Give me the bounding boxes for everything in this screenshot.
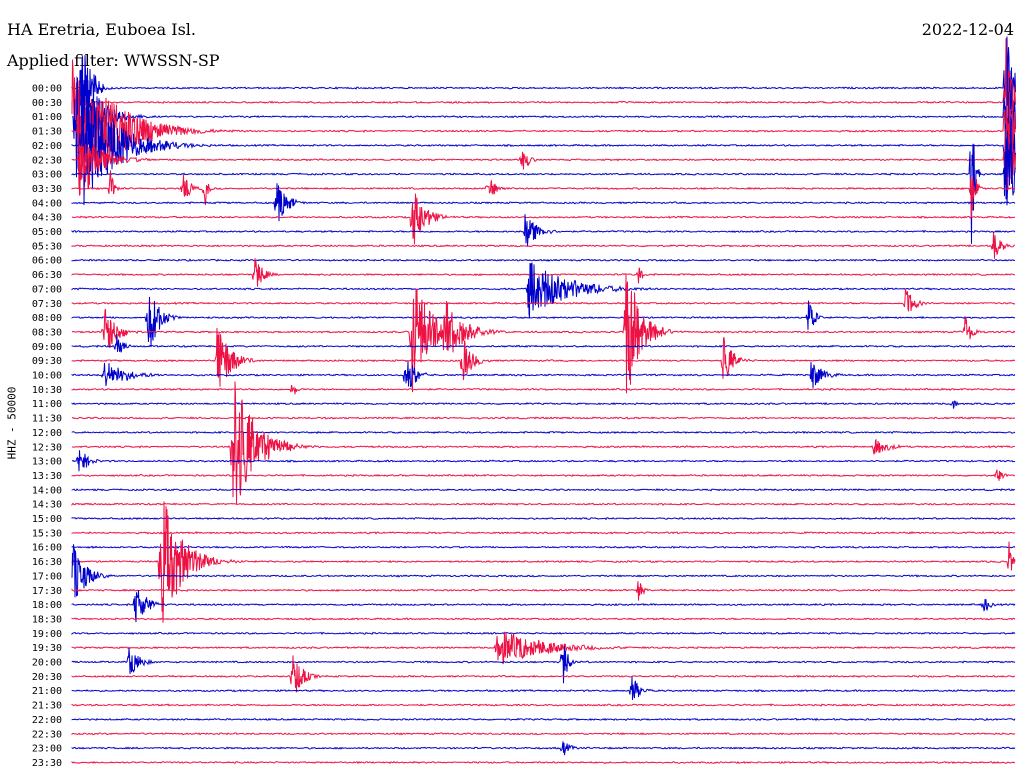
- row-time-label: 02:00: [32, 141, 62, 152]
- row-time-label: 13:30: [32, 471, 62, 482]
- row-time-label: 12:30: [32, 442, 62, 453]
- row-time-label: 23:30: [32, 758, 62, 769]
- seismic-trace-row: [71, 117, 1016, 191]
- seismic-trace-row: [72, 70, 1016, 185]
- seismic-trace-row: [71, 717, 1016, 722]
- seismic-trace-row: [71, 655, 1015, 693]
- seismic-trace-row: [71, 450, 1016, 472]
- row-time-label: 16:30: [32, 557, 62, 568]
- row-time-label: 00:30: [32, 98, 62, 109]
- seismic-trace-row: [71, 288, 1016, 312]
- row-time-label: 07:30: [32, 299, 62, 310]
- seismic-trace-row: [71, 416, 1016, 420]
- row-time-label: 18:00: [32, 600, 62, 611]
- seismic-trace-row: [71, 760, 1015, 765]
- row-time-label: 01:30: [32, 127, 62, 138]
- seismic-trace-row: [71, 183, 1016, 222]
- seismic-trace-row: [71, 262, 1016, 319]
- row-time-label: 15:30: [32, 528, 62, 539]
- row-time-label: 00:00: [32, 84, 62, 95]
- seismic-trace-row: [71, 334, 1016, 353]
- row-time-label: 14:30: [32, 500, 62, 511]
- row-time-label: 01:00: [32, 112, 62, 123]
- row-time-label: 06:30: [32, 270, 62, 281]
- seismic-trace-row: [71, 631, 1016, 665]
- row-time-label: 15:00: [32, 514, 62, 525]
- seismic-trace-row: [71, 545, 1016, 549]
- seismic-trace-row: [71, 732, 1016, 736]
- row-time-label: 12:00: [32, 428, 62, 439]
- seismic-trace-row: [71, 130, 1016, 244]
- date-label: 2022-12-04: [921, 20, 1014, 39]
- seismic-trace-row: [71, 531, 1016, 535]
- row-time-label: 11:30: [32, 414, 62, 425]
- seismic-trace-row: [71, 400, 1016, 409]
- seismic-trace-row: [71, 36, 1016, 141]
- row-time-label: 05:30: [32, 241, 62, 252]
- row-time-label: 17:00: [32, 571, 62, 582]
- seismic-trace-row: [71, 617, 1016, 621]
- seismic-trace-row: [71, 80, 1016, 196]
- row-time-label: 10:00: [32, 371, 62, 382]
- seismic-trace-row: [71, 430, 1016, 435]
- seismic-trace-row: [71, 590, 1016, 623]
- seismic-trace-row: [71, 703, 1016, 707]
- row-time-label: 16:00: [32, 543, 62, 554]
- seismic-trace-row: [71, 516, 1016, 521]
- row-time-label: 11:00: [32, 399, 62, 410]
- seismic-trace-row: [71, 214, 1016, 247]
- row-time-label: 04:00: [32, 198, 62, 209]
- row-time-label: 13:00: [32, 457, 62, 468]
- row-time-label: 17:30: [32, 586, 62, 597]
- row-time-label: 10:30: [32, 385, 62, 396]
- row-time-label: 09:30: [32, 356, 62, 367]
- row-time-label: 22:30: [32, 729, 62, 740]
- row-time-label: 08:30: [32, 327, 62, 338]
- seismic-trace-row: [71, 741, 1016, 756]
- row-time-label: 14:00: [32, 485, 62, 496]
- seismic-trace-row: [71, 385, 1016, 395]
- seismic-trace-row: [71, 381, 1016, 504]
- row-time-label: 21:30: [32, 701, 62, 712]
- seismic-trace-row: [71, 488, 1016, 492]
- seismic-trace-row: [71, 645, 1016, 684]
- row-time-label: 18:30: [32, 614, 62, 625]
- seismic-trace-row: [71, 258, 1016, 262]
- seismic-trace-row: [71, 296, 1016, 348]
- row-time-label: 02:30: [32, 155, 62, 166]
- row-time-label: 09:00: [32, 342, 62, 353]
- seismic-trace-row: [71, 86, 1016, 206]
- row-time-label: 23:00: [32, 744, 62, 755]
- seismic-trace-row: [71, 258, 1016, 287]
- row-time-label: 20:30: [32, 672, 62, 683]
- row-time-label: 08:00: [32, 313, 62, 324]
- seismic-trace-row: [71, 327, 1016, 387]
- seismic-trace-row: [71, 581, 1016, 601]
- row-time-label: 19:30: [32, 643, 62, 654]
- seismic-trace-row: [71, 676, 1016, 701]
- seismic-trace-row: [71, 193, 1016, 245]
- station-title: HA Eretria, Euboea Isl.: [7, 20, 196, 39]
- row-time-label: 03:30: [32, 184, 62, 195]
- row-time-label: 22:00: [32, 715, 62, 726]
- seismic-trace-row: [71, 170, 1016, 218]
- seismic-trace-row: [71, 502, 1016, 506]
- row-time-label: 07:00: [32, 284, 62, 295]
- seismic-trace-row: [71, 544, 1016, 598]
- row-time-label: 04:30: [32, 213, 62, 224]
- row-time-label: 06:00: [32, 256, 62, 267]
- seismic-trace-row: [71, 469, 1015, 481]
- seismic-trace-row: [71, 38, 1016, 157]
- seismic-trace-row: [71, 631, 1016, 635]
- row-time-label: 20:00: [32, 658, 62, 669]
- seismic-trace-row: [71, 232, 1016, 259]
- seismic-trace-row: [71, 274, 1016, 394]
- seismic-trace-row: [71, 501, 1016, 623]
- row-time-label: 19:00: [32, 629, 62, 640]
- row-time-label: 05:00: [32, 227, 62, 238]
- row-time-label: 21:00: [32, 686, 62, 697]
- row-time-label: 03:00: [32, 170, 62, 181]
- seismic-trace-row: [71, 361, 1016, 388]
